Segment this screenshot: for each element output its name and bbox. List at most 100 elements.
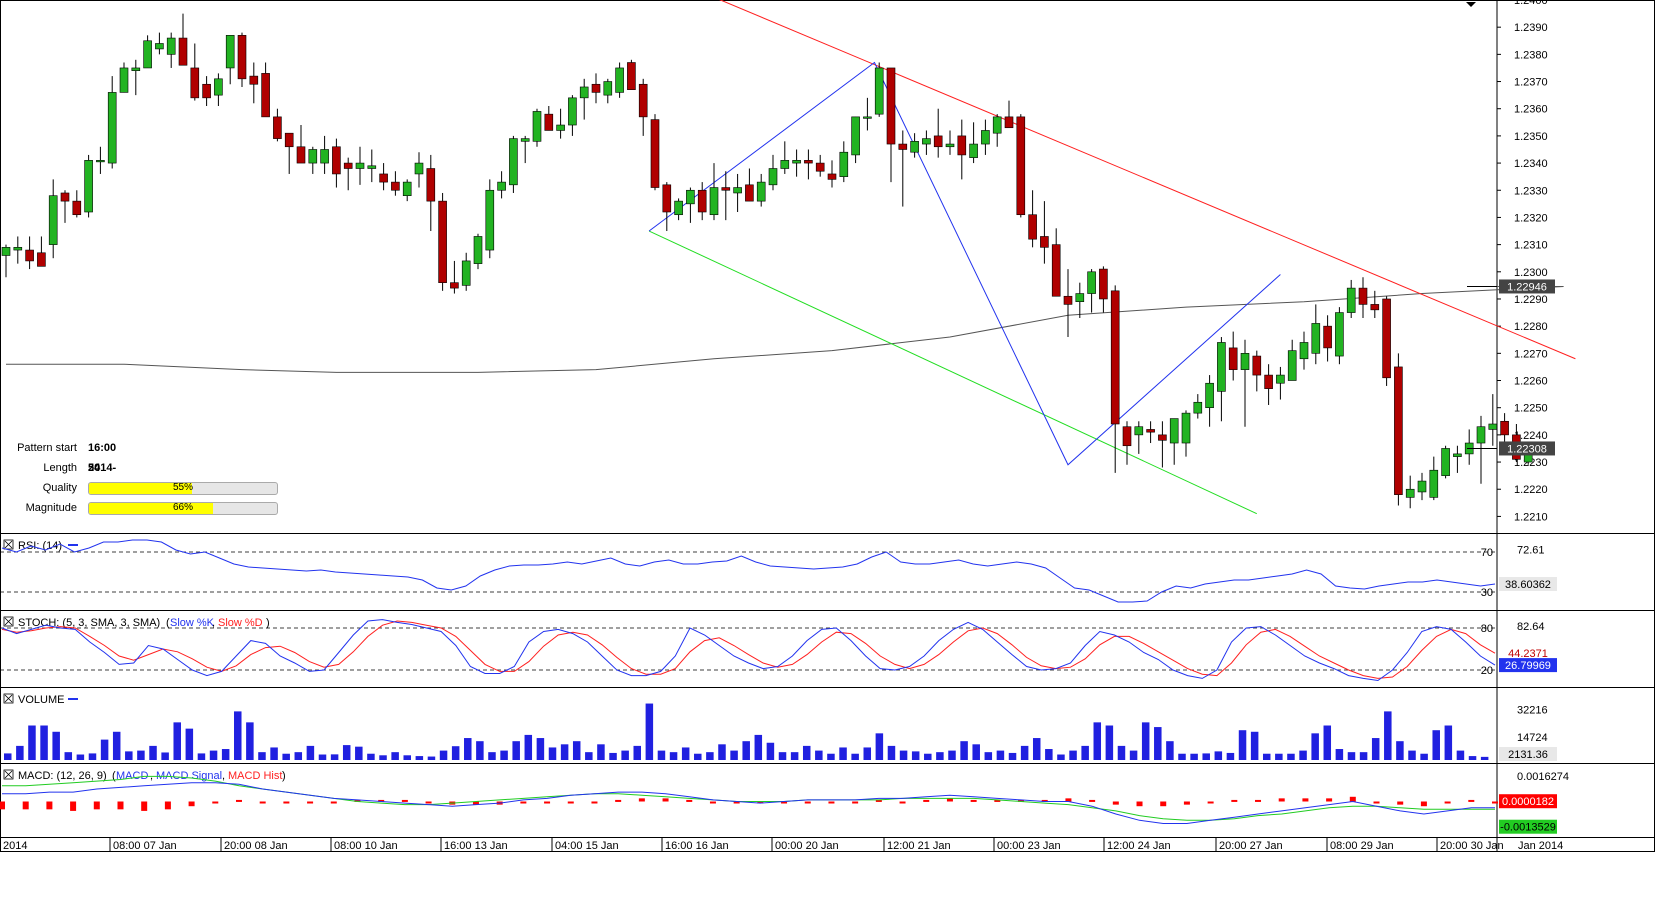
volume-bar (1323, 725, 1332, 760)
macd-hist-bar (544, 801, 551, 804)
volume-bar (137, 750, 145, 760)
macd-hist-bar (425, 801, 432, 804)
candle-body (1040, 236, 1049, 248)
candle-body (768, 168, 778, 186)
macd-hist-bar (733, 801, 740, 804)
volume-bar (1480, 756, 1489, 760)
candle-body (544, 113, 554, 131)
volume-bar (1190, 753, 1198, 760)
volume-bar (270, 747, 278, 760)
volume-bar (802, 745, 811, 760)
volume-bar (730, 750, 738, 760)
macd-hist-bar (307, 801, 314, 804)
macd-hist-bar (781, 801, 788, 804)
volume-bar (282, 753, 290, 760)
time-tick-label: 08:00 07 Jan (113, 840, 177, 852)
pattern-length-row: Length 54 bars (10, 458, 111, 494)
macd-hist-bar (1278, 798, 1285, 802)
candle-body (686, 189, 695, 205)
macd-hist-bar (638, 798, 645, 802)
macd-hist-bar (591, 801, 598, 804)
candle-body (874, 67, 884, 115)
volume-bar (500, 750, 508, 760)
volume-bar (1129, 750, 1138, 760)
candle-body (745, 184, 754, 202)
stoch-legend-comma: , (212, 617, 215, 629)
volume-bar (1275, 753, 1283, 760)
macd-hist-bar (117, 801, 124, 810)
volume-bar (451, 746, 460, 760)
candle-body (839, 151, 849, 177)
candle-body (674, 200, 683, 216)
candle-body (957, 135, 967, 156)
volume-bar (948, 750, 956, 760)
volume-bar (609, 752, 617, 760)
time-tick-label: 20:00 08 Jan (224, 840, 288, 852)
macd-hist-bar (875, 799, 882, 802)
candle-body (60, 192, 70, 202)
price-tick-label: 1.2350 (1514, 131, 1548, 143)
stoch-legend-close: ) (266, 617, 270, 629)
time-tick-label: 00:00 23 Jan (997, 840, 1061, 852)
candle-body (202, 83, 211, 99)
volume-bar (173, 722, 181, 760)
time-tick-label: 16:00 13 Jan (444, 840, 508, 852)
price-tick-label: 1.2270 (1514, 348, 1548, 360)
candle-body (1217, 342, 1226, 392)
candle-body (1228, 347, 1238, 370)
macd-hist-bar (1302, 798, 1309, 802)
candle-body (615, 67, 624, 93)
volume-bar (355, 746, 363, 760)
candle-body (1335, 312, 1344, 357)
candle-body (1110, 290, 1120, 425)
volume-bar (342, 745, 351, 760)
candle-body (1382, 298, 1391, 379)
candle-body (72, 200, 82, 216)
macd-hist-bar (141, 801, 148, 811)
candle-body (792, 160, 801, 164)
volume-bar (1178, 753, 1186, 760)
candle-body (1087, 271, 1096, 294)
stoch-legend-open: ( (166, 617, 170, 629)
candle-body (485, 189, 495, 251)
candle-body (662, 184, 672, 213)
volume-bar (633, 745, 642, 760)
volume-tick-label: 14724 (1517, 732, 1548, 744)
candle-body (1394, 366, 1403, 495)
candle-body (190, 67, 200, 99)
volume-last-box (1499, 747, 1557, 761)
candle-body (48, 195, 58, 245)
volume-bar (1069, 750, 1077, 760)
candle-body (13, 247, 23, 251)
price-tick-label: 1.2290 (1514, 294, 1548, 306)
candle-body (107, 92, 117, 164)
candle-body (780, 160, 790, 169)
volume-bar (1456, 750, 1465, 760)
price-tick-label: 1.2260 (1514, 376, 1548, 388)
price-tick-label: 1.2250 (1514, 403, 1548, 415)
macd-hist-bar (1492, 801, 1498, 804)
volume-bar (597, 744, 605, 760)
candle-body (308, 149, 318, 164)
pattern-start-row: Pattern start 16:00 2014-01-16 (10, 438, 116, 494)
volume-bar (839, 747, 847, 760)
time-tick-label: Jan 2014 (1518, 840, 1563, 852)
stoch-close-x (4, 617, 13, 626)
macd-hist-bar (0, 801, 5, 810)
volume-bar (391, 752, 399, 760)
stoch-d-line (1, 620, 1496, 679)
volume-bar (984, 752, 993, 760)
macd-hist-bar (1018, 799, 1025, 802)
volume-bar (64, 752, 73, 760)
rsi-level-label: 30 (1481, 587, 1493, 599)
candle-body (1441, 448, 1450, 476)
candle-body (284, 132, 294, 148)
volume-bar (706, 752, 714, 760)
volume-bar (185, 728, 194, 760)
macd-hist-bar (757, 801, 764, 804)
candle-body (815, 162, 825, 172)
volume-bar (100, 739, 109, 760)
candle-body (1287, 350, 1297, 381)
macd-hist-bar (22, 801, 29, 810)
